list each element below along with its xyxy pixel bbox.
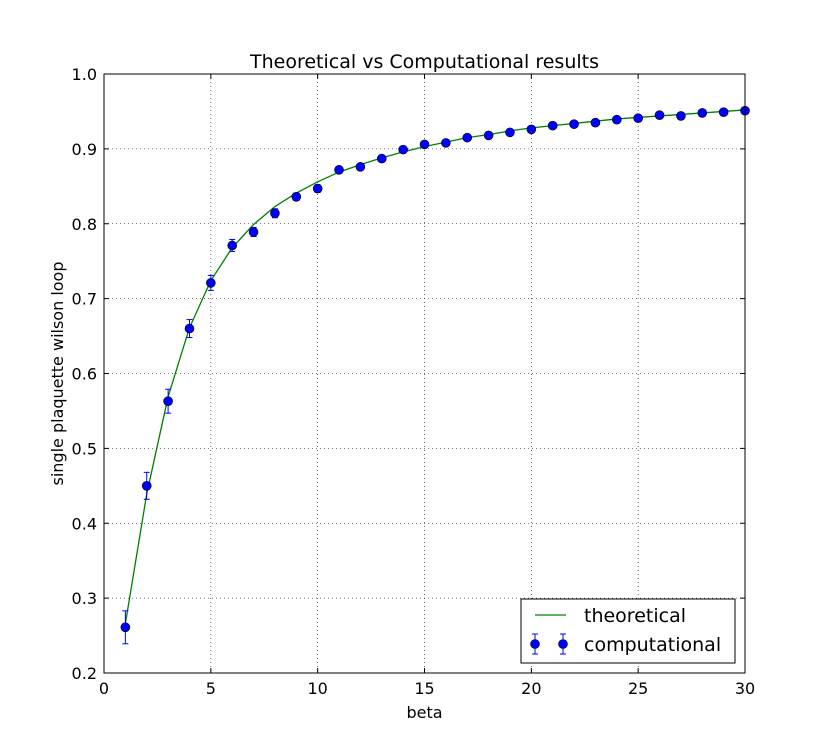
computational-point (569, 119, 579, 129)
computational-point (547, 120, 558, 131)
x-tick-label: 10 (307, 679, 327, 698)
data-marker (141, 481, 152, 491)
legend-computational-label: computational (584, 634, 721, 656)
y-tick-label: 0.9 (72, 140, 97, 159)
computational-point (270, 208, 280, 219)
data-marker (611, 114, 622, 125)
computational-point (312, 183, 323, 194)
computational-point (141, 471, 152, 500)
y-tick-label: 0.5 (72, 439, 97, 458)
data-marker (163, 396, 173, 407)
computational-point (633, 113, 643, 123)
data-marker (248, 227, 259, 237)
computational-point (248, 226, 259, 237)
data-marker (355, 162, 366, 172)
computational-point (483, 130, 494, 141)
data-marker (483, 130, 494, 141)
computational-series (120, 105, 750, 645)
y-tick-label: 0.3 (72, 589, 97, 608)
computational-point (718, 107, 729, 117)
computational-point (184, 319, 195, 339)
data-marker (590, 117, 601, 128)
y-tick-label: 0.7 (72, 290, 97, 309)
x-tick-label: 25 (628, 679, 648, 698)
legend-computational-marker-left (530, 639, 540, 649)
data-marker (569, 119, 579, 129)
computational-point (376, 153, 387, 164)
data-marker (227, 240, 237, 251)
data-marker (462, 132, 473, 143)
computational-point (676, 111, 686, 121)
y-tick-label: 0.8 (72, 215, 97, 234)
computational-point (654, 110, 665, 120)
data-marker (633, 113, 643, 123)
chart-title: Theoretical vs Computational results (249, 51, 599, 73)
data-marker (547, 120, 558, 131)
legend-computational-marker-right (558, 639, 568, 649)
computational-point (611, 114, 622, 125)
data-marker (718, 107, 729, 117)
x-tick-label: 0 (99, 679, 109, 698)
data-marker (376, 153, 387, 164)
computational-point (505, 127, 515, 138)
data-marker (419, 139, 430, 150)
computational-point (441, 138, 451, 148)
computational-point (419, 139, 430, 150)
computational-point (206, 274, 216, 291)
computational-point (334, 165, 344, 175)
data-marker (654, 110, 665, 120)
computational-point (227, 238, 237, 252)
computational-point (398, 144, 408, 155)
computational-point (590, 117, 601, 128)
data-marker (676, 111, 686, 121)
computational-point (291, 191, 302, 202)
data-marker (184, 323, 195, 334)
data-marker (291, 191, 302, 202)
legend-box (520, 598, 736, 664)
data-marker (441, 138, 451, 148)
legend-theoretical-label: theoretical (584, 605, 686, 627)
data-marker (312, 183, 323, 194)
computational-point (697, 108, 708, 118)
computational-point (462, 132, 473, 143)
data-marker (526, 124, 537, 135)
x-tick-label: 15 (414, 679, 434, 698)
y-tick-label: 0.2 (72, 664, 97, 683)
data-marker (697, 108, 708, 118)
data-marker (334, 165, 344, 175)
y-tick-label: 0.6 (72, 365, 97, 384)
computational-point (355, 162, 366, 172)
data-marker (270, 208, 280, 219)
data-marker (398, 144, 408, 155)
x-tick-label: 5 (206, 679, 216, 698)
x-axis-label: beta (406, 703, 442, 722)
data-marker (120, 622, 131, 633)
x-tick-label: 30 (735, 679, 755, 698)
data-marker (505, 127, 515, 138)
computational-point (163, 388, 173, 414)
y-axis-label: single plaquette wilson loop (48, 262, 67, 486)
data-marker (206, 278, 216, 288)
x-tick-label: 20 (521, 679, 541, 698)
computational-point (526, 124, 537, 135)
legend: theoretical computational (520, 598, 736, 664)
computational-point (120, 610, 131, 645)
y-tick-label: 1.0 (72, 65, 97, 84)
y-tick-label: 0.4 (72, 514, 97, 533)
axis-ticks: 0 5 10 15 20 25 30 0.2 0.3 0.4 0.5 0.6 0.7 0.8 0.9 1.0 (72, 65, 756, 698)
